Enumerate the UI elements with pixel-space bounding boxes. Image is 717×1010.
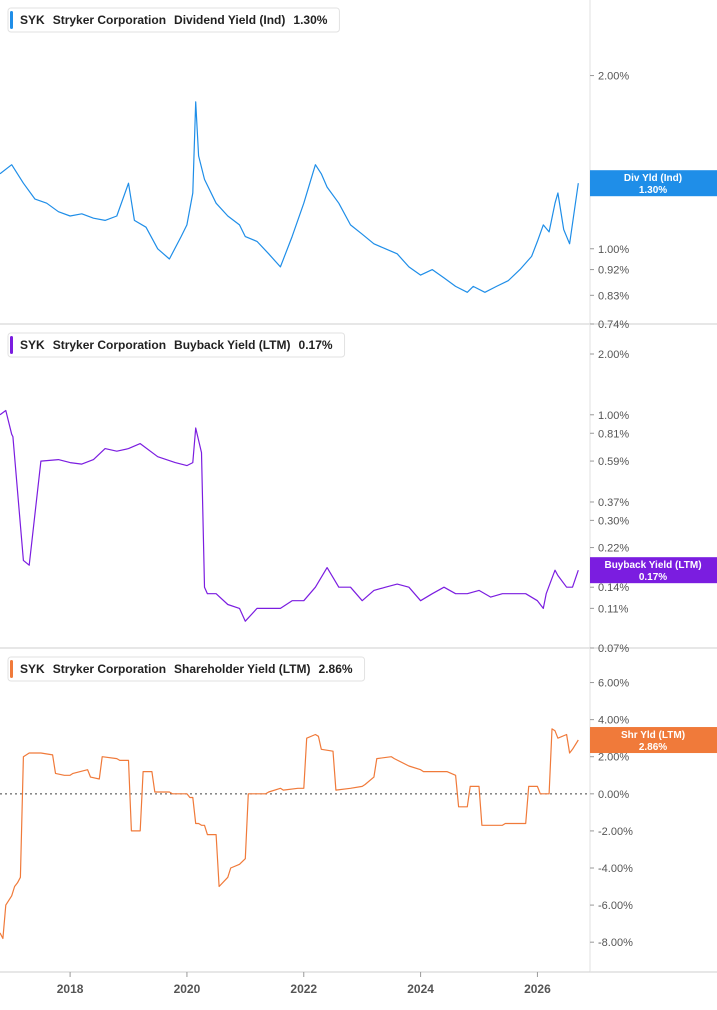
y-tick-label: 0.37% bbox=[598, 497, 629, 509]
y-tick-label: 0.83% bbox=[598, 290, 629, 302]
chart-panel-2: 2.00% 1.00% 0.81% 0.59% 0.37% 0.30% 0.22% 0.14%… bbox=[0, 325, 717, 655]
y-tick-label: 0.07% bbox=[598, 643, 629, 655]
x-tick-label: 2020 bbox=[174, 982, 201, 996]
y-tick-label: 0.14% bbox=[598, 582, 629, 594]
x-axis: 2018 2020 2022 2024 2026 bbox=[0, 971, 590, 996]
legend-ticker: SYK bbox=[20, 13, 45, 27]
value-tag-value: 0.17% bbox=[639, 572, 667, 583]
y-tick-label: 1.00% bbox=[598, 244, 629, 256]
value-tag-bg bbox=[590, 727, 717, 754]
legend: SYK Stryker Corporation Dividend Yield (In… bbox=[7, 7, 340, 33]
x-tick-label: 2022 bbox=[290, 982, 317, 996]
legend-value: 1.30% bbox=[293, 13, 327, 27]
value-tag-bg bbox=[590, 170, 717, 197]
y-tick-label: -6.00% bbox=[598, 900, 633, 912]
x-tick-label: 2024 bbox=[407, 982, 434, 996]
legend-metric: Dividend Yield (Ind) bbox=[174, 13, 285, 27]
legend-company: Stryker Corporation bbox=[53, 13, 166, 27]
legend-ticker: SYK bbox=[20, 338, 45, 352]
legend-metric: Buyback Yield (LTM) bbox=[174, 338, 290, 352]
y-tick-label: 2.00% bbox=[598, 752, 629, 764]
legend-value: 0.17% bbox=[299, 338, 333, 352]
value-tag: Shr Yld (LTM)2.86% bbox=[590, 727, 717, 754]
legend-box bbox=[7, 656, 366, 682]
y-tick-label: -2.00% bbox=[598, 826, 633, 838]
chart-panel-3: 6.00% 4.00% 2.00% 0.00% -2.00% -4.00% -6.00% -8… bbox=[0, 649, 717, 973]
y-tick-label: 0.22% bbox=[598, 543, 629, 555]
y-tick-label: 0.11% bbox=[598, 603, 629, 615]
y-tick-label: 2.00% bbox=[598, 349, 629, 361]
y-tick-label: 4.00% bbox=[598, 715, 629, 727]
x-tick-label: 2026 bbox=[524, 982, 551, 996]
legend: SYK Stryker Corporation Shareholder Yield … bbox=[7, 656, 366, 682]
y-tick-label: 0.74% bbox=[598, 319, 629, 331]
series-line-1 bbox=[0, 101, 579, 293]
y-tick-label: 0.92% bbox=[598, 265, 629, 277]
y-tick-label: 0.30% bbox=[598, 515, 629, 527]
legend-value: 2.86% bbox=[319, 662, 353, 676]
legend-ticker: SYK bbox=[20, 662, 45, 676]
y-tick-label: 2.00% bbox=[598, 71, 629, 83]
y-tick-label: 0.81% bbox=[598, 428, 629, 440]
y-tick-label: -8.00% bbox=[598, 937, 633, 949]
series-line-2 bbox=[0, 409, 579, 622]
y-tick-label: 6.00% bbox=[598, 678, 629, 690]
value-tag-value: 2.86% bbox=[639, 742, 667, 753]
value-tag-label: Shr Yld (LTM) bbox=[621, 730, 685, 741]
legend-metric: Shareholder Yield (LTM) bbox=[174, 662, 310, 676]
x-tick-label: 2018 bbox=[57, 982, 84, 996]
y-tick-label: 0.00% bbox=[598, 789, 629, 801]
y-tick-label: 0.59% bbox=[598, 456, 629, 468]
y-tick-label: 1.00% bbox=[598, 410, 629, 422]
value-tag: Div Yld (Ind)1.30% bbox=[590, 170, 717, 197]
legend-swatch bbox=[10, 660, 13, 678]
value-tag-value: 1.30% bbox=[639, 185, 667, 196]
value-tag: Buyback Yield (LTM)0.17% bbox=[590, 557, 717, 584]
y-tick-label: -4.00% bbox=[598, 863, 633, 875]
legend-box bbox=[7, 332, 346, 358]
legend-company: Stryker Corporation bbox=[53, 338, 166, 352]
legend-box bbox=[7, 7, 340, 33]
series-line-3 bbox=[0, 728, 579, 940]
legend: SYK Stryker Corporation Buyback Yield (LTM… bbox=[7, 332, 346, 358]
value-tag-bg bbox=[590, 557, 717, 584]
value-tag-label: Buyback Yield (LTM) bbox=[604, 560, 701, 571]
chart-panel-1: 2.00%1.00%0.92%0.83%0.74%Div Yld (Ind)1.… bbox=[0, 0, 717, 331]
legend-company: Stryker Corporation bbox=[53, 662, 166, 676]
legend-swatch bbox=[10, 11, 13, 29]
value-tag-label: Div Yld (Ind) bbox=[624, 173, 682, 184]
legend-swatch bbox=[10, 336, 13, 354]
